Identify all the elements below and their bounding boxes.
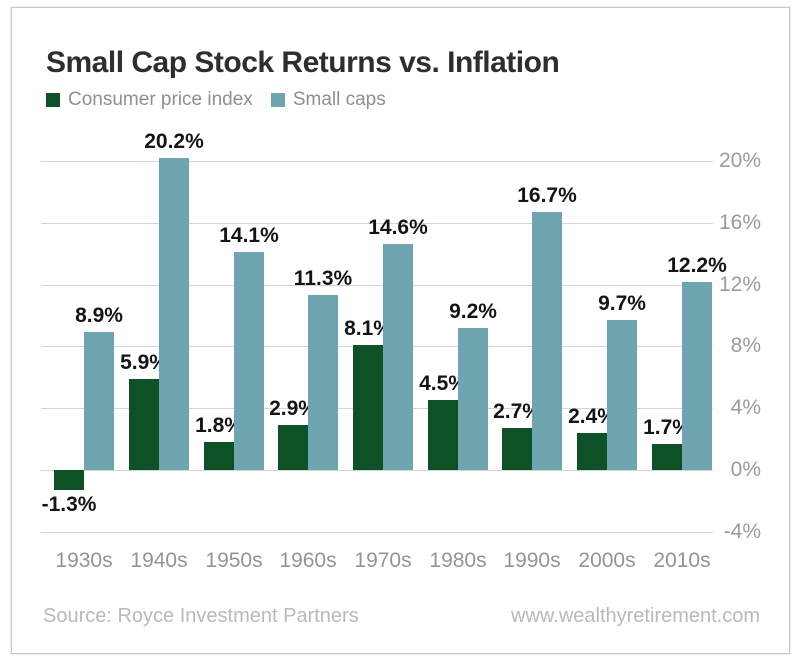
gridline bbox=[41, 161, 713, 162]
legend-label: Consumer price index bbox=[68, 89, 253, 110]
bar-cpi-1990s bbox=[502, 428, 532, 470]
value-label-small-caps-2000s: 9.7% bbox=[598, 292, 646, 315]
y-axis-tick-label: -4% bbox=[723, 520, 761, 543]
website-link[interactable]: www.wealthyretirement.com bbox=[511, 605, 760, 627]
legend-item-small-caps: Small caps bbox=[270, 89, 386, 111]
legend-swatch-icon bbox=[270, 93, 285, 107]
bar-cpi-1960s bbox=[278, 425, 308, 470]
x-axis-category-label: 2000s bbox=[578, 549, 636, 572]
bar-cpi-2000s bbox=[577, 433, 607, 470]
value-label-small-caps-1940s: 20.2% bbox=[144, 130, 204, 153]
bar-cpi-1950s bbox=[204, 442, 234, 470]
x-axis-category-label: 1960s bbox=[279, 549, 337, 572]
bar-cpi-1940s bbox=[129, 379, 159, 470]
bar-small-caps-1960s bbox=[308, 295, 338, 470]
bar-cpi-2010s bbox=[652, 444, 682, 470]
value-label-cpi-1990s: 2.7% bbox=[493, 400, 541, 423]
chart-frame: Small Cap Stock Returns vs. Inflation Co… bbox=[11, 7, 790, 654]
y-axis-tick-label: 8% bbox=[730, 334, 761, 357]
value-label-cpi-1930s: -1.3% bbox=[41, 493, 97, 516]
bar-small-caps-2000s bbox=[607, 320, 637, 470]
value-label-cpi-1940s: 5.9% bbox=[120, 351, 168, 374]
y-axis-tick-label: 16% bbox=[718, 211, 761, 234]
source-credit: Source: Royce Investment Partners bbox=[43, 605, 359, 627]
y-axis-tick-label: 0% bbox=[730, 458, 761, 481]
x-axis-category-label: 1980s bbox=[429, 549, 487, 572]
x-axis-category-label: 2010s bbox=[653, 549, 711, 572]
value-label-small-caps-1930s: 8.9% bbox=[75, 304, 123, 327]
gridline bbox=[41, 223, 713, 224]
gridline bbox=[41, 470, 713, 471]
legend-item-cpi: Consumer price index bbox=[46, 89, 253, 111]
bar-small-caps-1970s bbox=[383, 244, 413, 470]
value-label-cpi-2010s: 1.7% bbox=[643, 416, 691, 439]
value-label-cpi-1970s: 8.1% bbox=[344, 317, 392, 340]
x-axis-category-label: 1970s bbox=[354, 549, 412, 572]
value-label-small-caps-2010s: 12.2% bbox=[667, 254, 727, 277]
value-label-small-caps-1970s: 14.6% bbox=[368, 216, 428, 239]
x-axis-category-label: 1990s bbox=[503, 549, 561, 572]
bar-cpi-1930s bbox=[54, 470, 84, 490]
value-label-small-caps-1960s: 11.3% bbox=[293, 267, 353, 290]
legend-label: Small caps bbox=[292, 89, 386, 110]
value-label-small-caps-1950s: 14.1% bbox=[219, 224, 279, 247]
value-label-small-caps-1980s: 9.2% bbox=[449, 300, 497, 323]
chart-title: Small Cap Stock Returns vs. Inflation bbox=[46, 46, 560, 79]
y-axis-tick-label: 12% bbox=[718, 273, 761, 296]
chart-legend: Consumer price index Small caps bbox=[46, 89, 386, 111]
value-label-cpi-1980s: 4.5% bbox=[419, 372, 467, 395]
bar-small-caps-1930s bbox=[84, 332, 114, 470]
y-axis-tick-label: 20% bbox=[718, 149, 761, 172]
gridline bbox=[41, 285, 713, 286]
bar-small-caps-1990s bbox=[532, 212, 562, 470]
value-label-cpi-1960s: 2.9% bbox=[269, 397, 317, 420]
bar-small-caps-1940s bbox=[159, 158, 189, 470]
bar-cpi-1970s bbox=[353, 345, 383, 470]
gridline bbox=[41, 532, 713, 533]
bar-small-caps-1980s bbox=[458, 328, 488, 470]
bar-cpi-1980s bbox=[428, 400, 458, 470]
legend-swatch-icon bbox=[46, 93, 60, 107]
bar-small-caps-2010s bbox=[682, 282, 712, 470]
y-axis-tick-label: 4% bbox=[730, 396, 761, 419]
x-axis-category-label: 1930s bbox=[55, 549, 113, 572]
value-label-cpi-1950s: 1.8% bbox=[195, 414, 243, 437]
x-axis-category-label: 1940s bbox=[130, 549, 188, 572]
x-axis-category-label: 1950s bbox=[205, 549, 263, 572]
value-label-cpi-2000s: 2.4% bbox=[568, 405, 616, 428]
value-label-small-caps-1990s: 16.7% bbox=[517, 184, 577, 207]
bar-small-caps-1950s bbox=[234, 252, 264, 470]
